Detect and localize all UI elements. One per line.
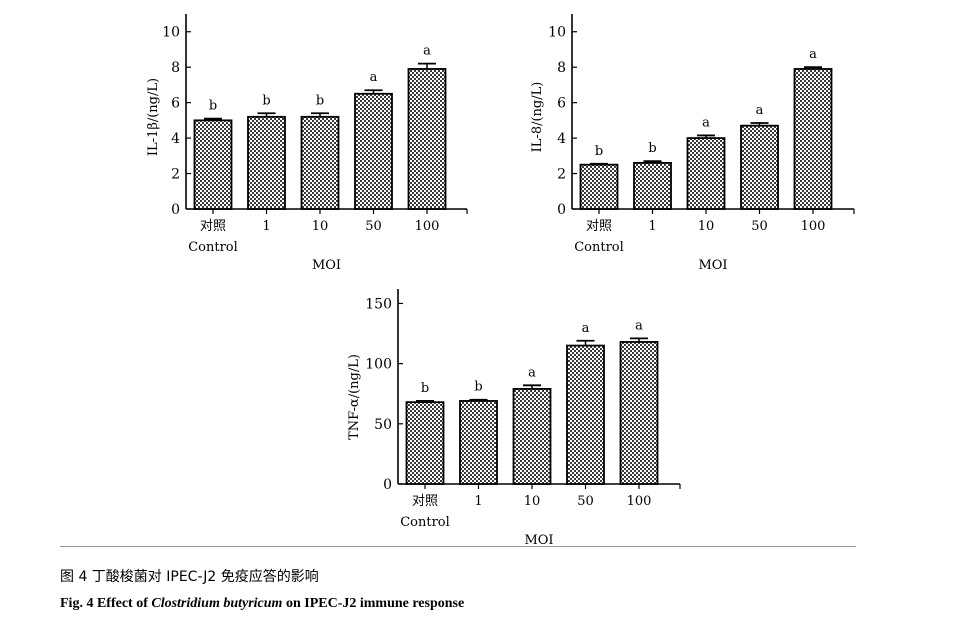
x-category-label: 对照 — [200, 219, 226, 234]
significance-label: b — [648, 141, 656, 156]
bar — [247, 115, 286, 210]
y-tick-label: 0 — [383, 477, 392, 493]
y-axis-title: TNF-α/(ng/L) — [347, 354, 362, 440]
bar — [300, 115, 340, 210]
y-tick-label: 10 — [162, 25, 180, 41]
bar — [405, 401, 445, 485]
y-tick-label: 6 — [171, 96, 180, 112]
y-tick-label: 2 — [171, 167, 180, 183]
figure-caption-chinese: 图 4 丁酸梭菌对 IPEC-J2 免疫应答的影响 — [60, 569, 319, 585]
x-category-label: 10 — [524, 494, 541, 509]
bar — [193, 119, 233, 210]
y-tick-label: 0 — [557, 202, 566, 218]
x-category-label: 10 — [312, 219, 329, 234]
significance-label: a — [635, 318, 643, 333]
bar — [633, 162, 672, 210]
significance-label: b — [421, 381, 429, 396]
y-tick-label: 8 — [557, 60, 566, 76]
significance-label: b — [209, 99, 217, 114]
y-tick-label: 0 — [171, 202, 180, 218]
x-category-label: 对照 — [412, 494, 438, 509]
significance-label: a — [423, 44, 431, 59]
x-category-label: 50 — [751, 219, 768, 234]
significance-label: b — [262, 93, 270, 108]
bar — [459, 400, 498, 485]
bar — [686, 137, 726, 210]
x-category-label: 1 — [648, 219, 656, 234]
y-tick-label: 6 — [557, 96, 566, 112]
y-tick-label: 4 — [557, 131, 566, 147]
significance-label: b — [595, 144, 603, 159]
x-category-label: 100 — [415, 219, 440, 234]
x-category-label: 50 — [577, 494, 594, 509]
y-tick-label: 150 — [365, 296, 392, 312]
bar — [740, 124, 779, 210]
caption-divider — [60, 546, 856, 547]
bar — [793, 68, 833, 210]
x-category-label: 1 — [474, 494, 482, 509]
y-tick-label: 2 — [557, 167, 566, 183]
y-tick-label: 4 — [171, 131, 180, 147]
y-tick-label: 100 — [365, 357, 392, 373]
y-tick-label: 10 — [548, 25, 566, 41]
caption-en-species: Clostridium butyricum — [151, 596, 283, 611]
bar — [354, 92, 393, 210]
chart-panel-il1b: 0 2 4 6 8 10 IL-1β/(ng/L) b 对照 Control b 1 b 10 a 50 a 10… — [146, 14, 468, 273]
y-axis-title: IL-1β/(ng/L) — [146, 78, 161, 156]
x-category-sublabel: Control — [188, 240, 238, 255]
bar — [619, 341, 659, 485]
y-tick-label: 8 — [171, 60, 180, 76]
significance-label: a — [809, 47, 817, 62]
x-category-label: 对照 — [586, 219, 612, 234]
figure-caption-english: Fig. 4 Effect of Clostridium butyricum o… — [60, 596, 464, 612]
y-axis-title: IL-8/(ng/L) — [530, 82, 545, 153]
x-category-sublabel: Control — [400, 515, 450, 530]
significance-label: b — [316, 93, 324, 108]
x-axis-title: MOI — [698, 258, 727, 273]
significance-label: a — [370, 70, 378, 85]
bar — [407, 68, 447, 210]
significance-label: a — [756, 103, 764, 118]
bar — [566, 344, 605, 485]
x-category-label: 10 — [698, 219, 715, 234]
bar — [512, 388, 552, 485]
chart-panel-il8: 0 2 4 6 8 10 IL-8/(ng/L) b 对照 Control b 1 a 10 a 50 a 100… — [530, 14, 855, 273]
x-axis-title: MOI — [312, 258, 341, 273]
caption-en-suffix: on IPEC-J2 immune response — [282, 596, 465, 611]
significance-label: a — [702, 115, 710, 130]
y-tick-label: 50 — [374, 417, 392, 433]
significance-label: b — [474, 380, 482, 395]
x-axis-title: MOI — [524, 533, 553, 548]
x-category-sublabel: Control — [574, 240, 624, 255]
significance-label: a — [582, 321, 590, 336]
caption-en-prefix: Fig. 4 Effect of — [60, 596, 152, 611]
x-category-label: 50 — [365, 219, 382, 234]
x-category-label: 1 — [262, 219, 270, 234]
bar — [579, 163, 619, 210]
x-category-label: 100 — [627, 494, 652, 509]
significance-label: a — [528, 365, 536, 380]
x-category-label: 100 — [801, 219, 826, 234]
chart-panel-tnfa: 0 50 100 150 TNF-α/(ng/L) b 对照 Control b 1 a 10 a 50 a… — [347, 289, 681, 548]
